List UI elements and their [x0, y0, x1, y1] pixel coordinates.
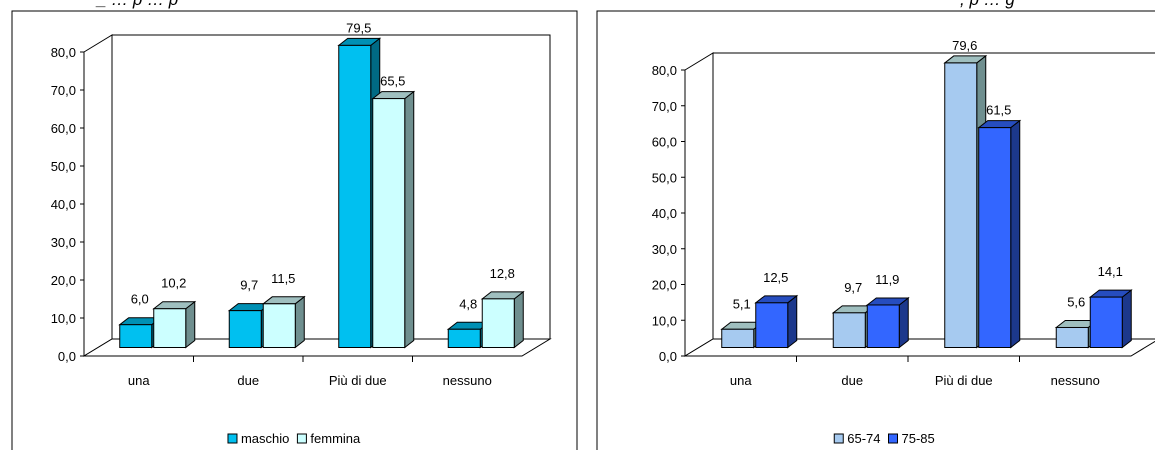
y-tick-label: 30,0 — [51, 235, 76, 250]
bar — [447, 328, 481, 349]
bar — [153, 308, 187, 348]
bar-side — [513, 290, 524, 349]
x-tick-label: una — [128, 373, 150, 388]
legend: maschio femmina — [227, 431, 361, 446]
bar — [119, 324, 153, 349]
bar — [755, 302, 789, 348]
y-tick-label: 30,0 — [652, 242, 677, 257]
side-wall — [684, 52, 714, 357]
title-fragment-left: _ … p … p — [97, 0, 178, 10]
side-wall — [83, 34, 113, 357]
data-label: 12,8 — [490, 266, 515, 281]
bar — [721, 328, 755, 348]
data-label: 6,0 — [131, 292, 149, 307]
title-strip: _ … p … p , p … g — [0, 0, 1155, 10]
bar — [1055, 326, 1089, 349]
data-label: 65,5 — [380, 74, 405, 89]
y-tick-label: 10,0 — [652, 313, 677, 328]
bar — [978, 127, 1012, 348]
y-tick-label: 0,0 — [58, 349, 76, 364]
y-tick-label: 60,0 — [652, 135, 677, 150]
data-label: 79,5 — [346, 20, 371, 35]
floor — [82, 338, 552, 357]
y-tick-label: 50,0 — [652, 170, 677, 185]
data-label: 10,2 — [161, 276, 186, 291]
bar — [481, 298, 515, 348]
legend-label: femmina — [310, 431, 361, 446]
data-label: 12,5 — [763, 270, 788, 285]
bar — [1089, 296, 1123, 348]
back-wall — [111, 34, 551, 340]
bar-side — [787, 294, 798, 349]
data-label: 4,8 — [459, 296, 477, 311]
data-label: 79,6 — [952, 38, 977, 53]
y-tick-label: 10,0 — [51, 311, 76, 326]
y-tick-label: 40,0 — [652, 206, 677, 221]
y-tick-label: 40,0 — [51, 197, 76, 212]
legend-label: maschio — [241, 431, 289, 446]
title-fragment-right: , p … g — [960, 0, 1015, 10]
bar — [338, 44, 372, 349]
bar — [262, 303, 296, 348]
x-tick-label: nessuno — [1051, 373, 1100, 388]
bar-side — [898, 296, 909, 349]
data-label: 5,6 — [1067, 294, 1085, 309]
bar — [944, 62, 978, 349]
chart-right: 0,0 10,0 20,0 30,0 40,0 50,0 60,0 70,0 80,0 una 5,… — [596, 10, 1155, 450]
bar-side — [185, 300, 196, 349]
legend: 65-74 75-85 — [833, 431, 935, 446]
x-tick-label: nessuno — [443, 373, 492, 388]
data-label: 9,7 — [844, 280, 862, 295]
bar-side — [294, 295, 305, 349]
data-label: 11,9 — [875, 272, 899, 287]
y-tick-label: 60,0 — [51, 121, 76, 136]
data-label: 9,7 — [240, 278, 258, 293]
bar — [866, 304, 900, 348]
floor — [683, 338, 1155, 357]
data-label: 5,1 — [733, 296, 751, 311]
legend-label: 75-85 — [902, 431, 935, 446]
data-label: 61,5 — [986, 103, 1011, 118]
y-tick-label: 70,0 — [652, 99, 677, 114]
x-tick-label: Più di due — [329, 373, 387, 388]
x-tick-label: due — [237, 373, 259, 388]
y-tick-label: 50,0 — [51, 159, 76, 174]
x-tick-label: due — [841, 373, 863, 388]
bar-side — [1010, 119, 1021, 349]
data-label: 14,1 — [1098, 264, 1123, 279]
y-tick-label: 80,0 — [652, 63, 677, 78]
legend-label: 65-74 — [847, 431, 880, 446]
legend-swatch — [296, 433, 307, 444]
legend-swatch — [888, 433, 898, 444]
y-tick-label: 80,0 — [51, 45, 76, 60]
bar — [228, 310, 262, 349]
y-tick-label: 70,0 — [51, 83, 76, 98]
legend-swatch — [833, 433, 844, 444]
y-tick-label: 0,0 — [659, 349, 677, 364]
data-label: 11,5 — [271, 271, 295, 286]
x-tick-label: una — [730, 373, 752, 388]
bar-side — [404, 90, 415, 349]
y-tick-label: 20,0 — [51, 273, 76, 288]
bar — [372, 98, 406, 348]
chart-left: 0,0 10,0 20,0 30,0 40,0 50,0 60,0 70,0 80,0 una 6,… — [11, 10, 578, 450]
legend-swatch — [227, 433, 238, 444]
y-tick-label: 20,0 — [652, 278, 677, 293]
bar — [832, 312, 866, 349]
x-tick-label: Più di due — [935, 373, 993, 388]
bar-side — [1121, 289, 1132, 349]
